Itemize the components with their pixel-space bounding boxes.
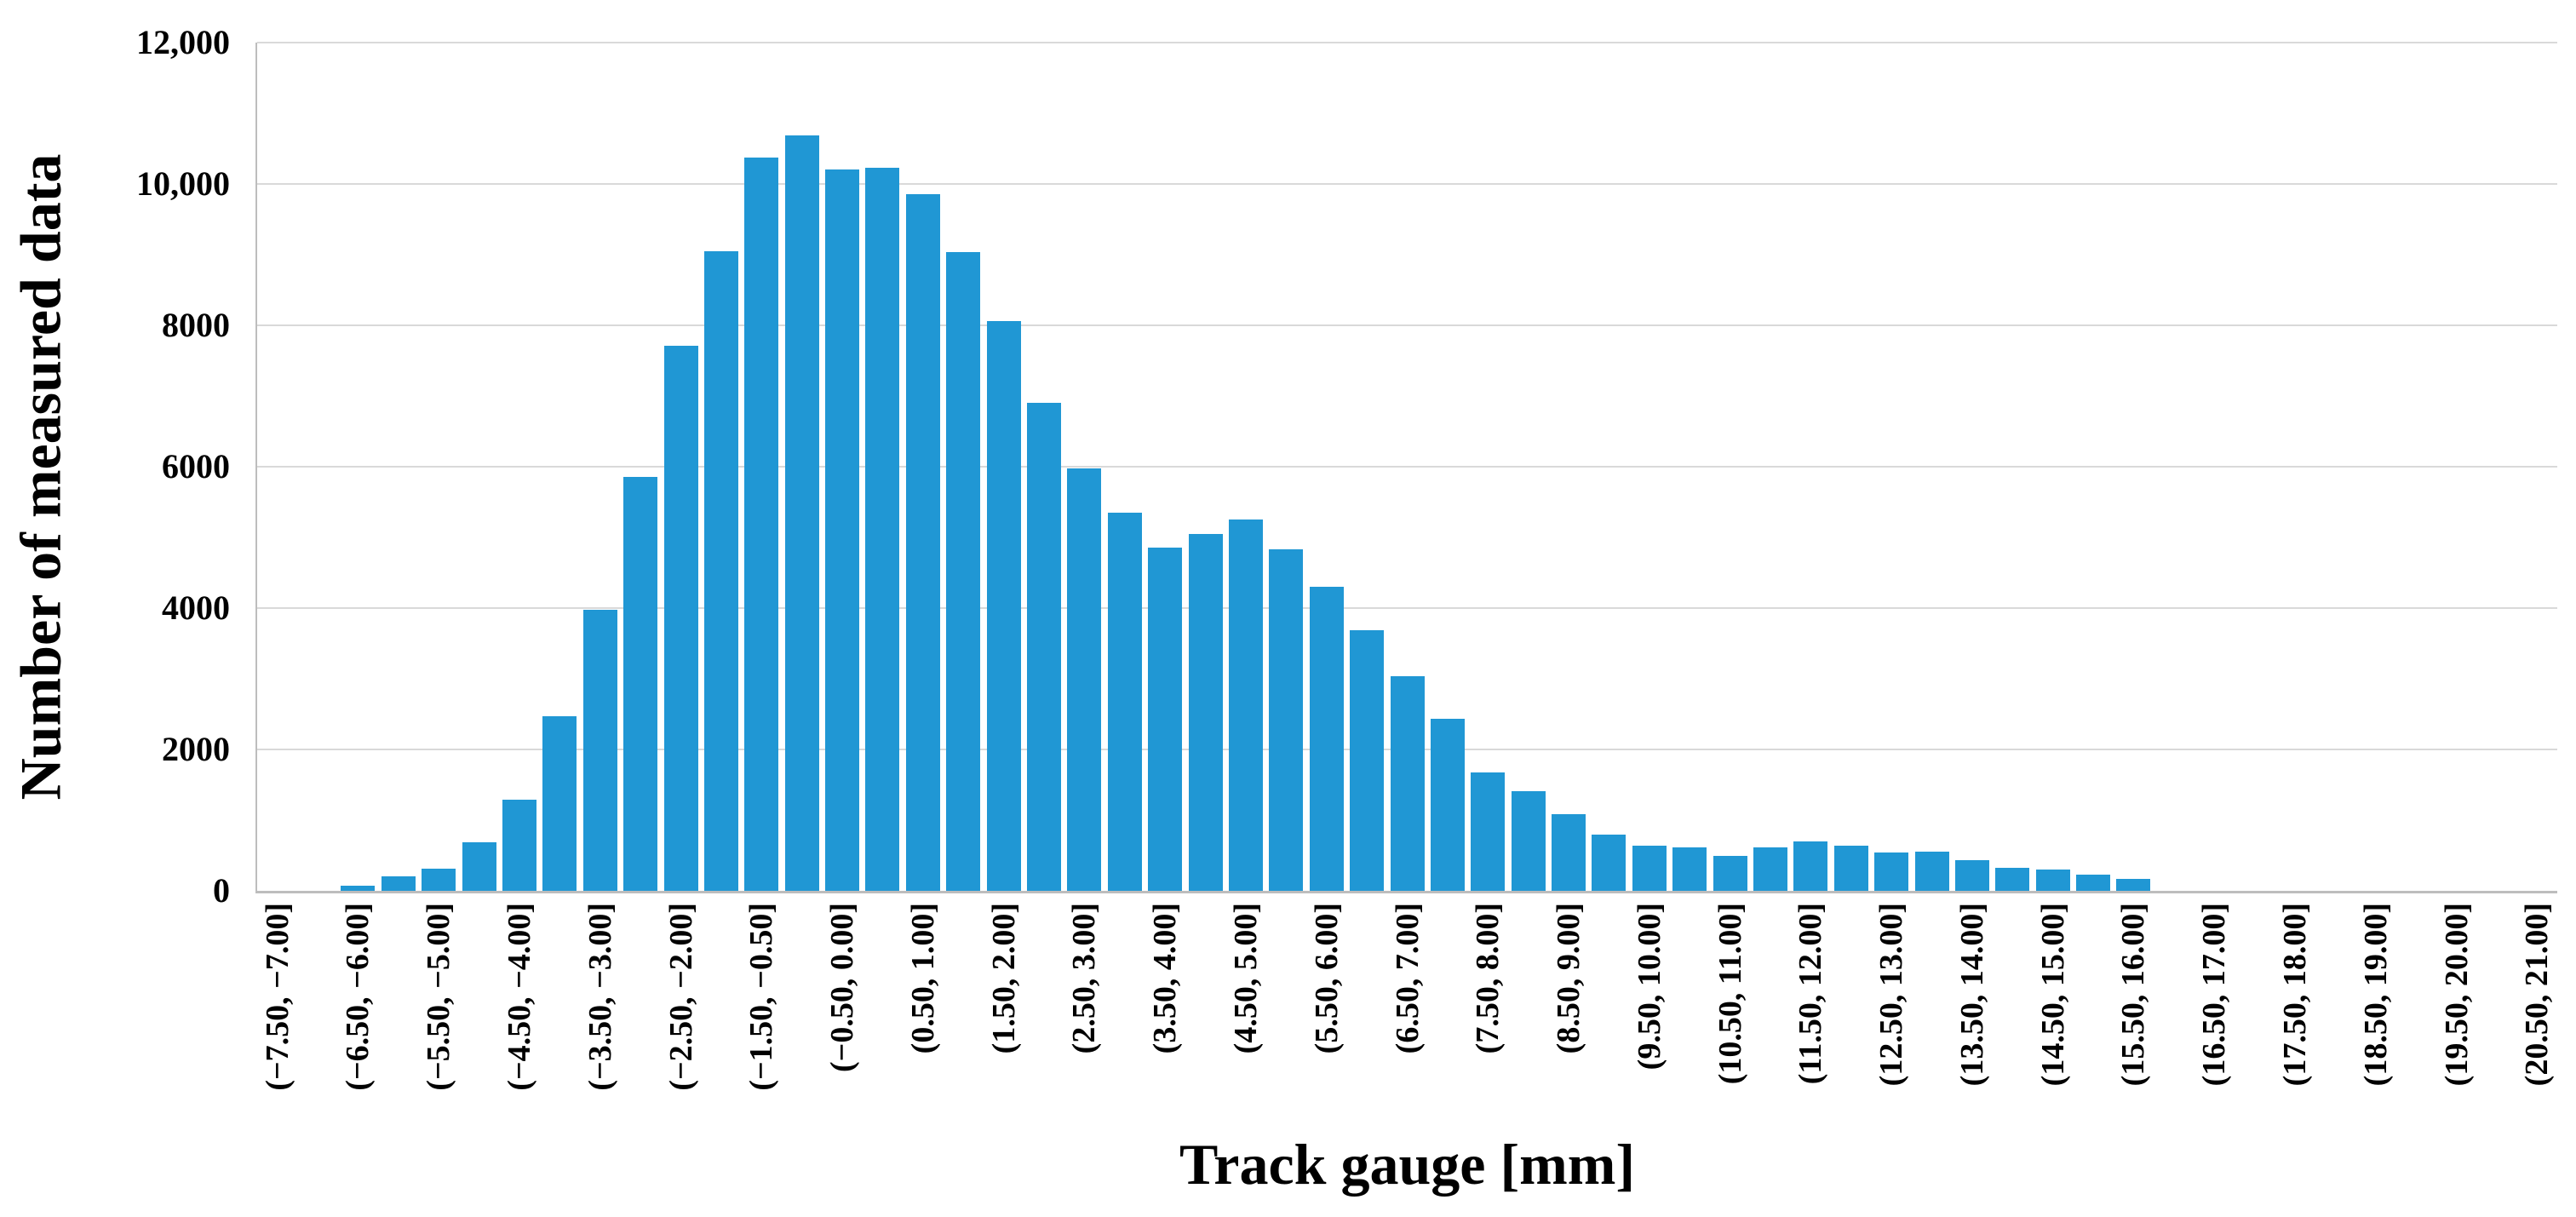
bar — [1067, 468, 1102, 891]
bar — [1552, 813, 1586, 891]
x-tick-label: (−2.50, −2.00] — [663, 903, 699, 1091]
bar — [1833, 845, 1868, 891]
x-tick-label: (17.50, 18.00] — [2276, 903, 2313, 1087]
x-tick-label: (−6.50, −6.00] — [340, 903, 376, 1091]
bar — [1188, 533, 1223, 891]
x-tick-label: (0.50, 1.00] — [904, 903, 941, 1054]
gridline-y-6000 — [257, 466, 2557, 468]
y-tick-label: 4000 — [162, 588, 230, 627]
x-tick-label: (−4.50, −4.00] — [502, 903, 537, 1091]
bar — [1793, 841, 1828, 891]
bar — [582, 609, 617, 891]
bar — [1632, 845, 1667, 891]
x-tick-label: (7.50, 8.00] — [1470, 903, 1506, 1054]
bar — [2076, 875, 2111, 891]
bar — [1592, 835, 1626, 891]
x-tick-label: (4.50, 5.00] — [1227, 903, 1264, 1054]
bar — [1430, 718, 1465, 891]
plot-area — [255, 42, 2557, 893]
bar — [1269, 549, 1304, 891]
bar — [865, 167, 900, 891]
x-tick-label: (2.50, 3.00] — [1066, 903, 1103, 1054]
bar — [1672, 847, 1707, 891]
x-tick-label: (15.50, 16.00] — [2115, 903, 2152, 1087]
bar — [462, 841, 496, 891]
y-tick-label: 12,000 — [136, 23, 230, 61]
bar — [946, 251, 981, 891]
bar — [1471, 772, 1506, 891]
x-tick-label: (−1.50, −0.50] — [743, 903, 780, 1091]
y-tick-label: 10,000 — [136, 164, 230, 203]
bar — [623, 476, 658, 891]
bar — [2035, 870, 2070, 891]
x-tick-label: (8.50, 9.00] — [1551, 903, 1587, 1054]
bar — [422, 869, 456, 891]
x-tick-label: (11.50, 12.00] — [1793, 903, 1829, 1085]
x-tick-label: (−0.50, 0.00] — [824, 903, 861, 1072]
bar — [1874, 852, 1909, 891]
x-tick-label: (−7.50, −7.00] — [259, 903, 295, 1091]
x-tick-label: (9.50, 10.00] — [1631, 903, 1667, 1071]
x-tick-label: (12.50, 13.00] — [1873, 903, 1910, 1087]
bar — [1148, 547, 1183, 891]
bar — [905, 193, 940, 891]
x-tick-label: (13.50, 14.00] — [1954, 903, 1990, 1087]
bar — [1390, 675, 1425, 891]
x-tick-label: (3.50, 4.00] — [1147, 903, 1184, 1054]
x-tick-label: (5.50, 6.00] — [1308, 903, 1345, 1054]
y-tick-label: 8000 — [162, 306, 230, 344]
bar — [744, 158, 779, 891]
bar — [1753, 847, 1787, 891]
bar — [703, 250, 738, 891]
bar — [1914, 852, 1949, 891]
gridline-y-4000 — [257, 607, 2557, 609]
gridline-y-8000 — [257, 324, 2557, 326]
bar — [341, 886, 376, 891]
bar — [1228, 520, 1263, 891]
bar — [663, 346, 698, 891]
bar — [2116, 878, 2151, 891]
bar — [1350, 629, 1385, 891]
y-axis-line — [255, 43, 257, 891]
bar — [1995, 868, 2030, 891]
x-tick-label: (19.50, 20.00] — [2438, 903, 2475, 1087]
x-tick-label: (−3.50, −3.00] — [582, 903, 618, 1091]
gridline-y-10000 — [257, 183, 2557, 185]
bar — [986, 321, 1021, 891]
bar — [784, 135, 819, 891]
x-tick-label: (18.50, 19.00] — [2357, 903, 2394, 1087]
bar — [1954, 860, 1989, 891]
bar — [381, 875, 416, 891]
y-tick-label: 6000 — [162, 447, 230, 485]
bar — [825, 169, 860, 891]
x-axis-title: Track gauge [mm] — [257, 1131, 2557, 1198]
y-tick-label: 2000 — [162, 730, 230, 768]
x-tick-label: (20.50, 21.00] — [2519, 903, 2556, 1087]
bar — [542, 716, 577, 891]
x-tick-label: (6.50, 7.00] — [1389, 903, 1426, 1054]
bar — [1713, 855, 1747, 891]
x-tick-label: (10.50, 11.00] — [1712, 903, 1748, 1085]
bar — [502, 799, 536, 891]
gridline-y-12000 — [257, 42, 2557, 43]
x-tick-label: (1.50, 2.00] — [985, 903, 1022, 1054]
x-tick-label: (16.50, 17.00] — [2196, 903, 2233, 1087]
x-tick-label: (14.50, 15.00] — [2034, 903, 2071, 1087]
bar — [1107, 512, 1142, 891]
x-axis-line — [255, 891, 2557, 893]
bar — [1309, 587, 1344, 891]
bar — [1511, 791, 1546, 891]
bar — [1027, 403, 1062, 891]
x-tick-label: (−5.50, −5.00] — [421, 903, 457, 1091]
x-axis-title-text: Track gauge [mm] — [1179, 1132, 1636, 1197]
y-tick-label: 0 — [213, 871, 230, 910]
